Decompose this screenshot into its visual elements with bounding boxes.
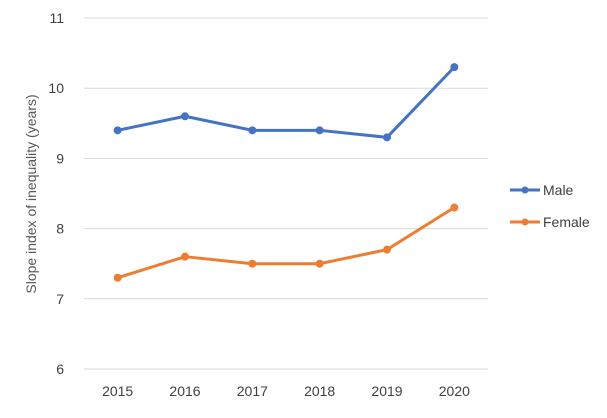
y-tick-label: 9 [56,150,64,166]
y-tick-label: 11 [49,10,64,26]
x-tick-label: 2016 [169,383,200,399]
data-point-male-2015 [113,126,122,135]
y-tick-label: 6 [56,361,64,377]
x-tick-label: 2019 [371,383,402,399]
y-axis-title: Slope index of inequality (years) [23,94,39,293]
x-axis-ticks: 2015 2016 2017 2018 2019 2020 [102,383,470,399]
series-line-female [116,206,456,280]
x-tick-label: 2017 [237,383,268,399]
data-point-female-2016 [181,252,189,261]
series-line-male [116,65,456,139]
legend-marker-male [521,186,529,194]
y-tick-label: 10 [48,80,64,96]
data-point-male-2016 [181,112,189,121]
data-point-female-2017 [248,259,257,268]
data-point-female-2019 [383,245,391,254]
data-point-male-2020 [450,63,459,72]
legend-item-male: Male [510,182,574,198]
legend-marker-female [521,218,529,226]
data-point-male-2019 [383,133,391,142]
data-point-male-2018 [315,126,324,135]
gridlines [84,17,488,370]
data-point-female-2018 [315,259,324,268]
y-axis-ticks: 6 7 8 9 10 11 [48,10,64,377]
legend-item-female: Female [510,214,590,230]
y-tick-label: 8 [56,221,64,237]
legend-label-male: Male [543,182,574,198]
series-group [113,63,459,282]
data-point-male-2017 [248,126,257,135]
legend: Male Female [510,182,590,230]
x-tick-label: 2020 [439,383,470,399]
x-tick-label: 2018 [304,383,335,399]
legend-label-female: Female [543,214,590,230]
series-female [113,203,459,282]
data-point-female-2015 [113,273,122,282]
x-tick-label: 2015 [102,383,133,399]
series-male [113,63,459,142]
data-point-female-2020 [450,203,459,212]
y-tick-label: 7 [56,291,64,307]
